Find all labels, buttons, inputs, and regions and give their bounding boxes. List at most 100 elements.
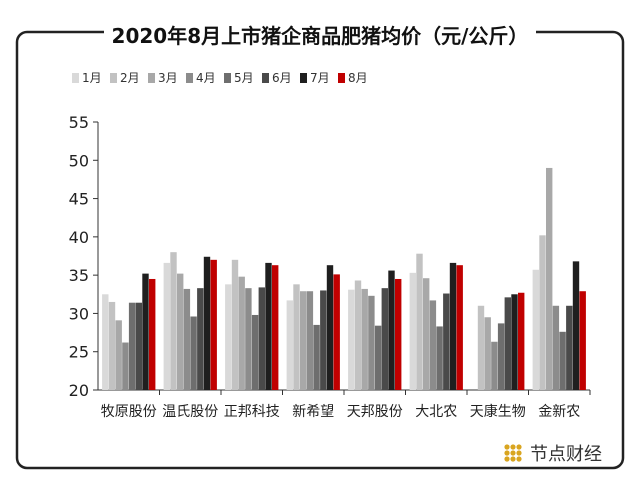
bar [190,316,197,390]
bar [381,288,388,390]
bar [416,253,423,390]
y-tick-label: 45 [69,190,89,209]
brand-logo: 节点财经 [502,440,602,466]
legend-label: 3月 [158,71,178,85]
bar [566,305,573,390]
bar [306,291,314,390]
bar [320,290,327,390]
x-tick-label: 天康生物 [470,403,526,420]
bar [409,272,416,390]
bar [361,288,368,390]
bar [388,270,395,390]
bar [423,278,430,390]
bar [348,289,355,390]
legend-label: 8月 [348,71,368,85]
bar [225,284,232,390]
bar [108,301,116,390]
x-tick-label: 大北农 [415,404,457,420]
bar [511,294,518,390]
legend-label: 2月 [120,71,140,85]
bar [265,262,272,390]
bar [197,288,204,390]
legend-swatch [148,73,155,83]
brand-name: 节点财经 [530,444,602,465]
y-tick-label: 35 [69,266,89,285]
bar [449,262,457,390]
bar [552,305,560,390]
bar [477,305,485,390]
y-tick-label: 50 [69,151,89,170]
bar [491,341,498,390]
bar [333,274,340,390]
legend-label: 7月 [310,71,330,85]
bar [546,167,553,390]
x-tick-label: 天邦股份 [347,404,403,420]
legend-label: 5月 [234,71,254,85]
bar [258,287,265,390]
bar [354,280,362,390]
bar [231,259,239,390]
y-tick-label: 25 [69,343,89,362]
bar [293,284,300,390]
bar [170,252,177,390]
bar [203,256,211,390]
legend-label: 4月 [196,71,216,85]
bar [115,320,122,390]
x-tick-label: 新希望 [292,404,334,420]
bar [142,273,149,390]
bar [128,302,136,390]
bar [572,261,580,390]
bar [122,342,129,390]
y-tick-label: 30 [69,304,89,323]
x-tick-label: 金新农 [538,404,580,420]
bar [238,276,245,390]
bar [313,324,320,390]
bar [183,288,191,390]
y-tick-label: 40 [69,228,89,247]
chart-title: 2020年8月上市猪企商品肥猪均价（元/公斤） [0,20,640,49]
bar [149,278,156,390]
y-tick-label: 55 [69,113,89,132]
bar [177,273,184,390]
x-tick-label: 正邦科技 [224,404,280,420]
legend-swatch [224,73,231,83]
bar [456,265,463,390]
bar [210,259,217,390]
bar [436,326,443,390]
bar [326,265,334,390]
bar [532,269,539,390]
bar [518,292,525,390]
bar [251,314,259,390]
bar [484,317,491,390]
bar [559,331,566,390]
bar [374,325,382,390]
bar [539,235,546,390]
bar [163,262,170,390]
x-tick-label: 温氏股份 [162,404,218,420]
bar [429,300,437,390]
legend-label: 1月 [82,71,102,85]
bar [300,291,307,390]
bar [135,302,142,390]
legend-swatch [110,73,117,83]
x-tick-label: 牧原股份 [101,404,157,420]
bar [443,293,450,390]
bar [286,300,293,390]
legend-swatch [300,73,307,83]
legend-swatch [338,73,345,83]
bar [497,323,505,390]
bar [395,278,402,390]
y-tick-label: 20 [69,381,89,400]
bar [368,295,375,390]
legend-label: 6月 [272,71,292,85]
bar [579,291,586,390]
bar [245,288,252,390]
bar [102,294,109,390]
bar [272,265,279,390]
legend-swatch [186,73,193,83]
legend-swatch [262,73,269,83]
legend-swatch [72,73,79,83]
brand-mark-icon [504,444,522,462]
bar [504,297,511,390]
